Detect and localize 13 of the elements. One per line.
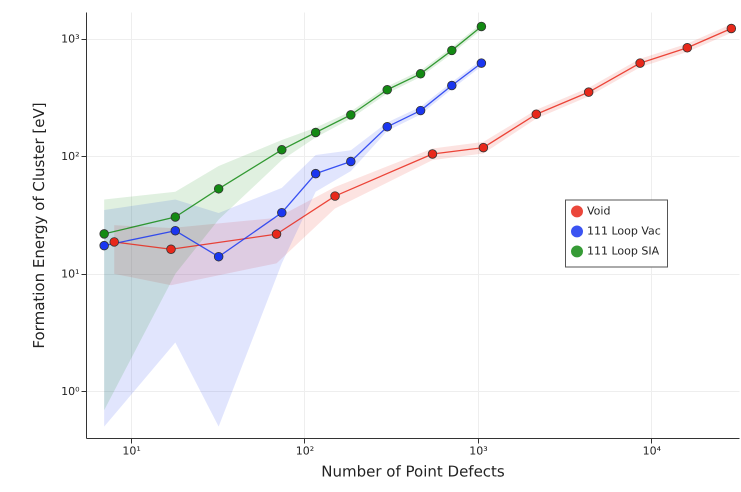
legend-label: 111 Loop Vac (587, 224, 661, 238)
y-axis-title: Formation Energy of Cluster [eV] (30, 102, 48, 349)
x-axis-title: Number of Point Defects (321, 462, 505, 480)
y-tick-label: 10⁰ (61, 384, 80, 398)
x-tick-label: 10¹ (122, 444, 141, 458)
legend-label: 111 Loop SIA (587, 244, 660, 258)
y-tick-label: 10¹ (61, 267, 80, 280)
legend-label: Void (587, 204, 610, 218)
x-tick-label: 10³ (469, 444, 488, 458)
y-tick-label: 10² (61, 150, 80, 163)
y-tick-label: 10³ (61, 32, 80, 46)
x-tick-label: 10⁴ (642, 444, 662, 458)
x-tick-label: 10² (296, 444, 314, 458)
